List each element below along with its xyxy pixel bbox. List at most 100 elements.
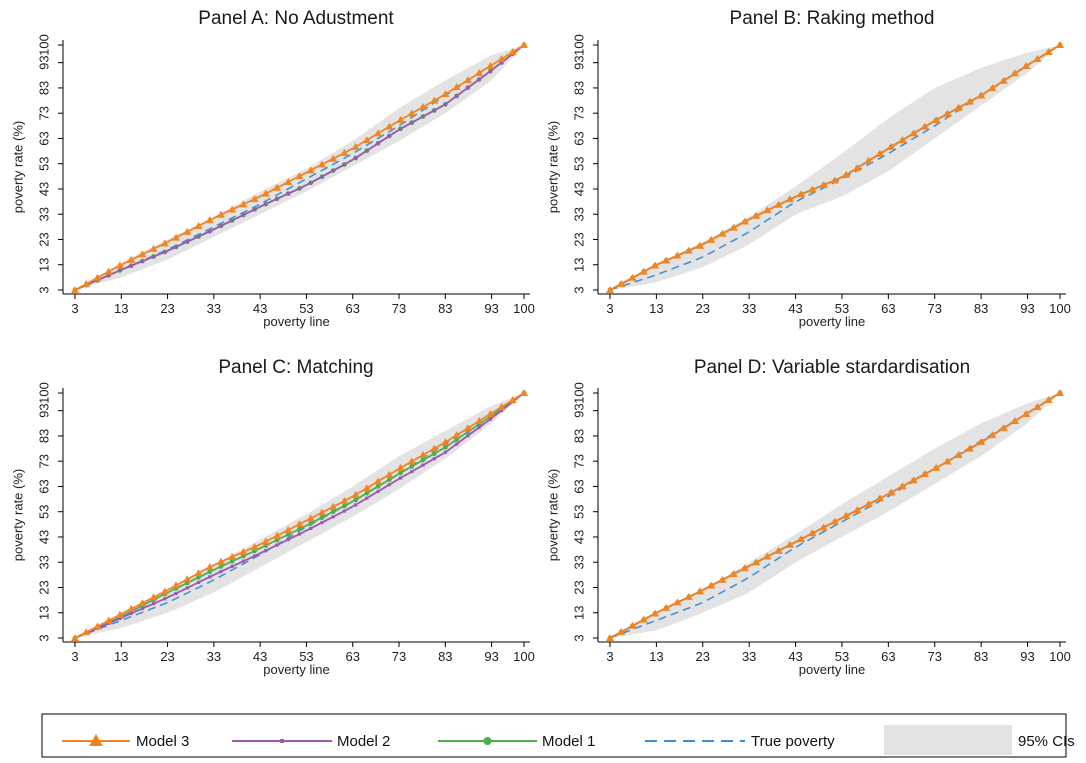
marker-model-3 bbox=[1044, 48, 1053, 55]
marker-model-2 bbox=[331, 168, 335, 173]
marker-model-3 bbox=[351, 142, 360, 150]
marker-model-2 bbox=[286, 192, 290, 196]
y-tick-label: 13 bbox=[571, 606, 586, 620]
marker-model-3 bbox=[261, 189, 270, 197]
marker-model-2 bbox=[387, 134, 391, 138]
marker-model-1 bbox=[330, 509, 336, 515]
x-tick-label: 23 bbox=[696, 649, 710, 664]
y-tick-label: 73 bbox=[36, 106, 51, 120]
y-tick-label: 53 bbox=[571, 504, 586, 518]
legend-swatch bbox=[884, 725, 1012, 755]
y-tick-label: 63 bbox=[571, 131, 586, 145]
marker-model-2 bbox=[331, 515, 335, 519]
marker-model-2 bbox=[432, 108, 436, 113]
y-tick-label: 33 bbox=[36, 555, 51, 569]
marker-model-3 bbox=[452, 83, 461, 91]
marker-model-3 bbox=[93, 273, 102, 281]
marker-model-2 bbox=[253, 207, 257, 211]
marker-model-3 bbox=[808, 185, 817, 193]
marker-model-2 bbox=[320, 521, 324, 525]
y-axis-label: poverty rate (%) bbox=[10, 121, 25, 213]
marker-model-3 bbox=[943, 109, 952, 117]
marker-model-3 bbox=[954, 451, 963, 459]
x-tick-label: 73 bbox=[392, 301, 406, 316]
y-tick-label: 83 bbox=[36, 429, 51, 443]
marker-model-3 bbox=[774, 546, 783, 554]
y-tick-label: 73 bbox=[571, 106, 586, 120]
marker-model-3 bbox=[194, 569, 203, 577]
legend-marker bbox=[280, 739, 284, 743]
marker-model-3 bbox=[707, 581, 716, 589]
marker-model-3 bbox=[228, 205, 237, 213]
marker-model-2 bbox=[208, 229, 212, 233]
x-tick-label: 33 bbox=[742, 301, 756, 316]
marker-model-3 bbox=[1056, 41, 1064, 48]
marker-model-2 bbox=[208, 575, 212, 579]
x-tick-label: 73 bbox=[928, 649, 942, 664]
marker-model-3 bbox=[284, 177, 293, 185]
y-tick-label: 33 bbox=[36, 207, 51, 221]
marker-model-3 bbox=[486, 410, 495, 418]
x-tick-label: 53 bbox=[835, 301, 849, 316]
marker-model-3 bbox=[921, 122, 929, 130]
marker-model-3 bbox=[115, 261, 124, 269]
marker-model-3 bbox=[115, 610, 124, 618]
marker-model-3 bbox=[71, 286, 79, 293]
marker-model-3 bbox=[329, 502, 338, 510]
ci-band bbox=[75, 45, 524, 290]
legend-label: True poverty bbox=[751, 733, 835, 750]
marker-model-2 bbox=[421, 114, 425, 119]
marker-model-2 bbox=[297, 532, 302, 536]
legend-item-model-2: Model 2 bbox=[232, 733, 390, 750]
marker-model-3 bbox=[718, 575, 727, 583]
y-tick-label: 100 bbox=[36, 34, 51, 56]
marker-model-3 bbox=[340, 496, 349, 504]
marker-model-3 bbox=[898, 136, 907, 144]
y-tick-label: 63 bbox=[571, 479, 586, 493]
marker-model-2 bbox=[342, 162, 346, 167]
marker-model-3 bbox=[718, 229, 727, 237]
marker-model-3 bbox=[1056, 389, 1064, 396]
y-tick-label: 43 bbox=[571, 182, 586, 196]
marker-model-3 bbox=[93, 622, 102, 630]
marker-model-3 bbox=[662, 256, 671, 264]
marker-model-1 bbox=[454, 437, 460, 442]
marker-model-3 bbox=[1022, 410, 1031, 418]
marker-model-3 bbox=[696, 241, 704, 249]
series-markers-model-2 bbox=[73, 43, 526, 292]
marker-model-2 bbox=[264, 202, 268, 206]
marker-model-3 bbox=[876, 494, 884, 502]
x-tick-label: 53 bbox=[299, 649, 313, 664]
marker-model-3 bbox=[463, 76, 472, 84]
marker-model-1 bbox=[297, 526, 302, 532]
marker-model-1 bbox=[364, 490, 370, 496]
marker-model-3 bbox=[127, 255, 136, 263]
marker-model-3 bbox=[876, 149, 884, 157]
x-axis-label: poverty line bbox=[263, 314, 329, 329]
x-tick-label: 63 bbox=[881, 301, 895, 316]
marker-model-3 bbox=[486, 62, 495, 70]
marker-model-1 bbox=[431, 451, 437, 457]
marker-model-3 bbox=[138, 599, 147, 607]
x-tick-label: 43 bbox=[788, 649, 802, 664]
marker-model-2 bbox=[241, 213, 245, 217]
x-tick-label: 53 bbox=[835, 649, 849, 664]
marker-model-3 bbox=[430, 444, 439, 452]
marker-model-3 bbox=[452, 431, 461, 439]
marker-model-3 bbox=[317, 160, 326, 168]
marker-model-3 bbox=[149, 244, 158, 252]
y-tick-label: 73 bbox=[36, 454, 51, 468]
x-tick-label: 83 bbox=[974, 649, 988, 664]
panel-1: Panel A: No Adustment 3 13 23 33 43 53 63 73 83 93… bbox=[10, 8, 534, 329]
marker-model-3 bbox=[239, 200, 248, 208]
x-axis-label: poverty line bbox=[263, 662, 329, 677]
marker-model-2 bbox=[320, 175, 324, 179]
marker-model-2 bbox=[196, 234, 201, 239]
panel-2: Panel B: Raking method 3 13 23 33 43 53 63 73 83 9… bbox=[545, 8, 1070, 329]
x-tick-label: 83 bbox=[438, 301, 452, 316]
y-tick-label: 93 bbox=[571, 403, 586, 417]
marker-model-3 bbox=[729, 569, 738, 577]
y-tick-label: 3 bbox=[571, 634, 586, 641]
ci-band bbox=[75, 393, 524, 638]
